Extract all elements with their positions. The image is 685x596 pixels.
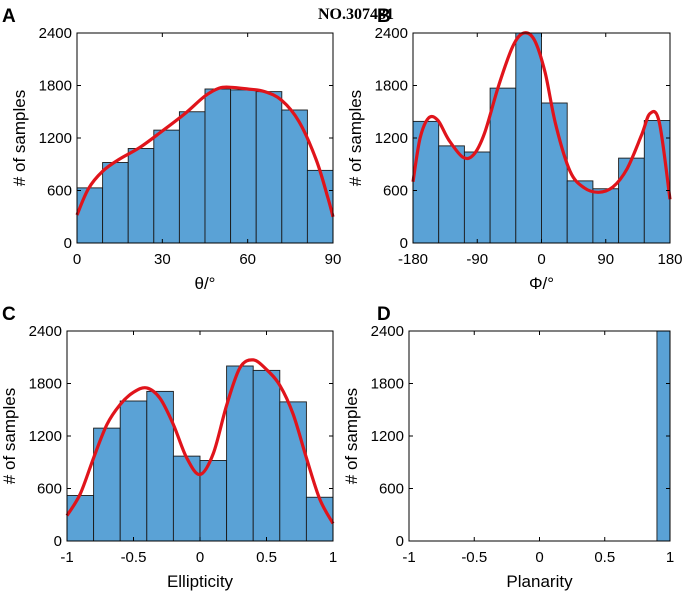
fit-curve-line	[65, 358, 335, 525]
x-tick-label: -0.5	[121, 549, 147, 566]
y-tick-label: 0	[396, 533, 404, 550]
histogram-bar	[489, 87, 517, 244]
y-tick-label: 2400	[375, 25, 408, 42]
x-tick-label: 0	[537, 251, 545, 268]
y-tick-label: 0	[54, 533, 62, 550]
y-tick-label: 1800	[371, 376, 404, 393]
histogram-bar	[438, 145, 465, 244]
y-tick-label: 1800	[29, 376, 62, 393]
y-tick-label: 1200	[39, 130, 72, 147]
histogram-bar	[618, 157, 645, 244]
x-tick-label: 0.5	[256, 549, 277, 566]
panel-letter-d: D	[377, 304, 391, 325]
y-tick-label: 600	[383, 183, 408, 200]
y-tick-label: 1800	[375, 78, 408, 95]
axes-frame	[408, 330, 671, 542]
x-tick-label: 0	[196, 549, 204, 566]
histogram-bar	[255, 91, 283, 244]
histogram-bar	[463, 151, 491, 244]
y-tick-label: 600	[47, 183, 72, 200]
y-tick-label: 1800	[39, 78, 72, 95]
x-tick-label: 1	[666, 549, 674, 566]
histogram-bar	[515, 32, 542, 244]
x-tick-label: 0	[535, 549, 543, 566]
histogram-bar	[127, 148, 155, 244]
x-axis-label: Φ/°	[529, 274, 554, 293]
y-tick-label: 600	[379, 481, 404, 498]
histogram-bar	[230, 89, 257, 244]
x-tick-label: 30	[154, 251, 171, 268]
histogram-bar	[252, 369, 281, 542]
histogram-bar	[592, 188, 620, 244]
histogram-bar	[412, 120, 440, 244]
x-tick-label: 90	[597, 251, 614, 268]
histogram-bar	[178, 111, 206, 244]
chart-panel-d: D -1 -0.5 0 0.5 1 0 600 1200 1800 2400 Planarity # o…	[342, 304, 674, 591]
x-tick-label: 1	[329, 549, 337, 566]
y-axis-label: # of samples	[346, 90, 365, 186]
x-axis-label: Planarity	[506, 572, 573, 591]
fit-curve-line	[75, 85, 335, 218]
x-tick-label: -0.5	[461, 549, 487, 566]
histogram-bar	[153, 129, 180, 244]
y-axis-label: # of samples	[342, 388, 361, 484]
y-tick-label: 1200	[29, 428, 62, 445]
y-tick-label: 2400	[39, 25, 72, 42]
x-axis-label: Ellipticity	[167, 572, 234, 591]
figure-title: NO.307481	[318, 6, 394, 23]
y-axis-label: # of samples	[10, 90, 29, 186]
y-tick-label: 1200	[371, 428, 404, 445]
fit-curve-line	[411, 31, 672, 200]
panel-letter-c: C	[2, 304, 16, 325]
x-tick-label: -1	[60, 549, 73, 566]
histogram-bar	[279, 401, 307, 542]
y-axis-label: # of samples	[0, 388, 19, 484]
x-tick-label: 0	[73, 251, 81, 268]
x-tick-label: -90	[466, 251, 488, 268]
histogram-bar	[66, 495, 95, 542]
histogram-bar	[541, 102, 568, 244]
histogram-bar	[76, 187, 104, 244]
y-tick-label: 2400	[371, 323, 404, 340]
histogram-bar	[102, 162, 129, 244]
x-tick-label: 0.5	[594, 549, 615, 566]
y-tick-label: 600	[37, 481, 62, 498]
histogram-bar	[643, 120, 671, 244]
histogram-bar	[204, 88, 232, 244]
x-tick-label: -180	[398, 251, 428, 268]
y-tick-label: 2400	[29, 323, 62, 340]
chart-panel-a: A 0 30 60 90 0 600 1200 1800 2400 θ/° # of samples	[2, 6, 341, 293]
y-tick-label: 1200	[375, 130, 408, 147]
panel-letter-b: B	[377, 6, 391, 27]
x-tick-label: 180	[657, 251, 682, 268]
chart-panel-c: C -1 -0.5 0 0.5 1 0 600 1200 1800 2400 Ellipticity #…	[0, 304, 337, 591]
x-tick-label: -1	[402, 549, 415, 566]
x-tick-label: 60	[239, 251, 256, 268]
y-tick-label: 0	[400, 235, 408, 252]
histogram-bar	[119, 400, 148, 542]
histogram-bar	[172, 455, 201, 542]
y-tick-label: 0	[64, 235, 72, 252]
x-axis-label: θ/°	[195, 274, 216, 293]
panel-letter-a: A	[2, 6, 16, 27]
x-tick-label: 90	[325, 251, 342, 268]
